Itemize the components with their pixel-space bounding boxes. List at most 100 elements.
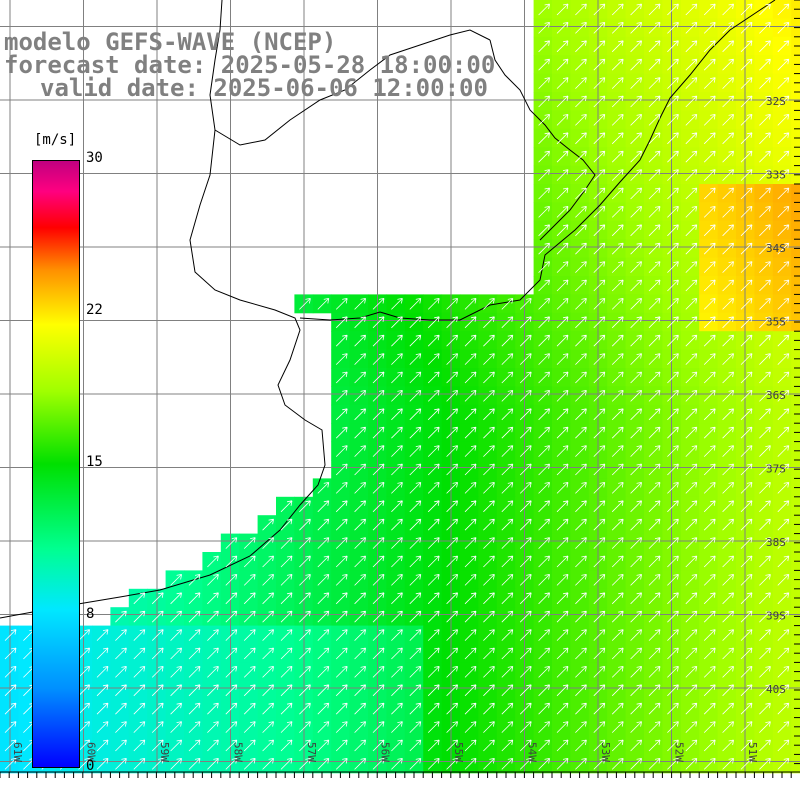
wind-arrow <box>483 334 495 347</box>
wind-arrow <box>722 610 734 623</box>
wind-arrow <box>115 739 127 752</box>
wind-arrow <box>667 629 679 641</box>
wind-arrow <box>759 537 771 549</box>
wind-arrow <box>777 58 790 71</box>
wind-arrow <box>446 555 458 568</box>
wind-arrow <box>225 666 238 678</box>
wind-arrow <box>759 40 771 53</box>
wind-arrow <box>391 353 403 365</box>
wind-cell <box>478 588 498 608</box>
wind-cell <box>772 147 792 167</box>
wind-arrow <box>501 518 514 531</box>
wind-cell <box>772 404 792 424</box>
wind-arrow <box>446 518 458 531</box>
wind-cell <box>496 312 516 332</box>
wind-arrow <box>170 684 182 697</box>
wind-cell <box>680 239 700 259</box>
wind-arrow <box>575 721 587 733</box>
wind-arrow <box>759 666 771 678</box>
wind-arrow <box>188 610 201 623</box>
wind-arrow <box>427 408 440 421</box>
wind-arrow <box>464 316 477 329</box>
wind-arrow <box>78 647 90 660</box>
wind-arrow <box>740 684 753 697</box>
wind-cell <box>552 312 571 332</box>
wind-arrow <box>777 500 790 513</box>
wind-cell <box>276 625 295 645</box>
wind-arrow <box>133 721 146 733</box>
wind-cell <box>644 717 663 737</box>
wind-cell <box>717 717 737 737</box>
wind-cell <box>607 257 627 277</box>
wind-cell <box>570 570 590 590</box>
wind-arrow <box>759 298 771 310</box>
wind-arrow <box>593 758 606 770</box>
coastline <box>0 0 776 619</box>
wind-arrow <box>722 592 734 605</box>
wind-arrow <box>483 316 495 329</box>
wind-cell <box>607 73 627 93</box>
wind-cell <box>699 625 719 645</box>
wind-arrow <box>777 518 790 531</box>
wind-arrow <box>722 334 734 347</box>
colorbar-tick-30: 30 <box>86 150 103 166</box>
wind-arrow <box>556 353 569 365</box>
wind-arrow <box>703 132 716 145</box>
wind-arrow <box>556 187 569 200</box>
wind-cell <box>128 625 148 645</box>
wind-arrow <box>611 666 624 678</box>
wind-arrow <box>740 150 753 163</box>
wind-cell <box>570 312 590 332</box>
wind-arrow <box>722 22 734 34</box>
wind-cell <box>717 55 737 75</box>
wind-arrow <box>630 334 642 347</box>
wind-arrow <box>611 132 624 145</box>
wind-cell <box>772 128 792 148</box>
longitude-label: 57W <box>305 742 318 762</box>
wind-arrow <box>409 739 422 752</box>
wind-cell <box>128 607 148 627</box>
wind-arrow <box>759 721 771 733</box>
wind-arrow <box>391 739 403 752</box>
wind-arrow <box>538 261 550 273</box>
wind-cell <box>772 736 792 755</box>
wind-arrow <box>722 758 734 770</box>
wind-cell <box>423 736 443 755</box>
wind-cell <box>496 680 516 700</box>
wind-arrow <box>207 684 219 697</box>
wind-cell <box>423 423 443 443</box>
wind-arrow <box>685 3 698 16</box>
wind-arrow <box>648 592 661 605</box>
wind-arrow <box>703 224 716 237</box>
wind-cell <box>552 55 571 75</box>
wind-cell <box>607 368 627 387</box>
wind-arrow <box>593 279 606 292</box>
wind-arrow <box>611 592 624 605</box>
wind-arrow <box>483 445 495 457</box>
wind-arrow <box>777 702 790 715</box>
wind-arrow <box>556 408 569 421</box>
wind-arrow <box>759 629 771 641</box>
wind-arrow <box>372 592 385 605</box>
wind-cell <box>496 699 516 719</box>
wind-cell <box>128 680 148 700</box>
wind-arrow <box>133 610 146 623</box>
wind-cell <box>239 588 259 608</box>
wind-arrow <box>427 647 440 660</box>
wind-arrow <box>372 629 385 641</box>
wind-arrow <box>759 95 771 108</box>
wind-arrow <box>575 3 587 16</box>
wind-arrow <box>667 647 679 660</box>
wind-arrow <box>538 334 550 347</box>
wind-arrow <box>391 592 403 605</box>
wind-arrow <box>759 758 771 770</box>
wind-arrow <box>593 739 606 752</box>
wind-arrow <box>115 647 127 660</box>
wind-arrow <box>446 482 458 494</box>
wind-arrow <box>556 150 569 163</box>
wind-cell <box>386 662 406 682</box>
wind-cell <box>460 404 479 424</box>
wind-cell <box>460 570 479 590</box>
wind-arrow <box>611 316 624 329</box>
